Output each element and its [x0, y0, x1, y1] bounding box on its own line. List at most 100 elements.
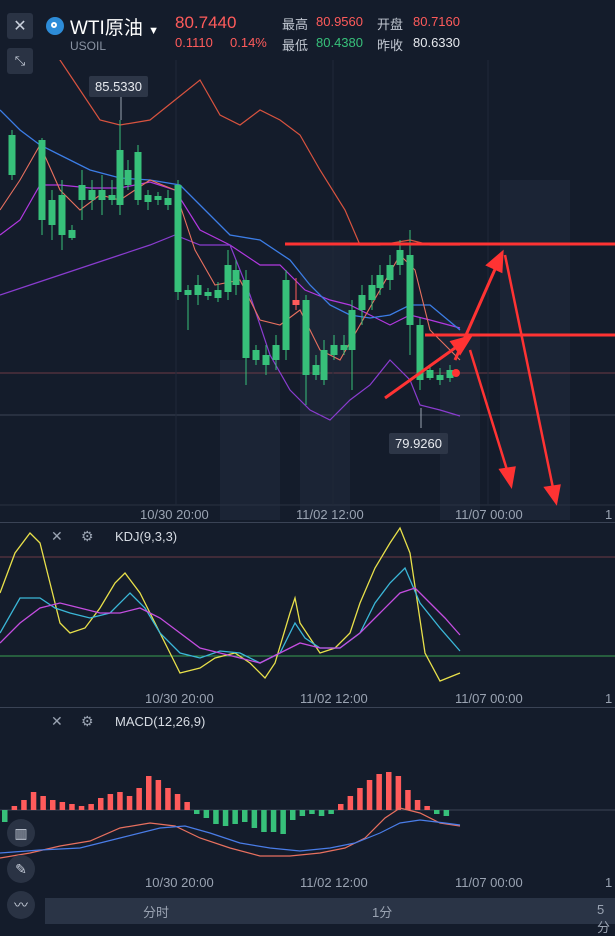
candle-body	[38, 140, 46, 220]
moving-average-blue	[0, 109, 461, 331]
macd-bar	[213, 810, 219, 824]
macd-bar	[443, 810, 450, 816]
macd-bar	[117, 792, 123, 810]
close-kdj-button[interactable]: ✕	[51, 528, 63, 545]
macd-bar	[11, 806, 18, 810]
settings-icon: ⚙	[81, 713, 94, 729]
current-price: 80.7440	[175, 13, 237, 32]
symbol-name: WTI原油	[70, 18, 143, 39]
symbol-logo-icon	[46, 17, 64, 35]
time-tick: 10/30 20:00	[145, 691, 214, 706]
macd-bar	[107, 794, 114, 810]
macd-settings-button[interactable]: ⚙	[81, 713, 94, 730]
time-tick: 11/02 12:00	[300, 691, 368, 706]
candle-body	[292, 300, 300, 305]
candlestick-icon: ▥	[14, 824, 28, 841]
macd-chart[interactable]	[0, 708, 615, 893]
close-macd-button[interactable]: ✕	[51, 713, 63, 730]
macd-bar	[50, 800, 56, 810]
time-tick: 10/30 20:00	[140, 507, 209, 522]
candle-body	[134, 152, 142, 200]
high-value: 80.9560	[316, 14, 363, 29]
candle-body	[154, 196, 162, 200]
chevron-down-icon: ▼	[148, 25, 159, 37]
candle-body	[242, 280, 250, 358]
macd-bar	[366, 780, 373, 810]
kdj-settings-button[interactable]: ⚙	[81, 528, 94, 545]
macd-bar	[136, 788, 142, 810]
candle-body	[406, 255, 414, 325]
candle-body	[98, 190, 106, 200]
macd-bar	[405, 790, 411, 810]
collapse-icon: ⤡	[14, 53, 26, 68]
candle-body	[348, 310, 356, 350]
arrow-line	[503, 254, 555, 489]
candle-body	[330, 345, 338, 355]
candlesticks	[8, 120, 454, 405]
candle-body	[252, 350, 260, 360]
price-change: 0.1110	[175, 35, 213, 50]
macd-bar	[251, 810, 258, 828]
candle-body	[272, 345, 280, 360]
candle-body	[320, 350, 328, 380]
drawing-tool-button[interactable]: ✎	[7, 855, 35, 883]
macd-bar	[299, 810, 306, 816]
time-tick: 11/07 00:00	[455, 875, 523, 890]
max-price-tag: 85.5330	[89, 76, 148, 97]
indicator-icon: 〰	[14, 897, 28, 913]
time-tick: 10/30 20:00	[145, 875, 214, 890]
annotations	[285, 242, 615, 506]
kdj-chart[interactable]	[0, 523, 615, 708]
macd-dif-line	[0, 807, 461, 859]
macd-bar	[194, 810, 200, 814]
indicator-tool-button[interactable]: 〰	[7, 891, 35, 919]
macd-histogram	[2, 772, 450, 834]
tab-5min[interactable]: 5分	[597, 902, 611, 935]
macd-bar	[21, 800, 27, 810]
candle-body	[194, 285, 202, 295]
macd-bar	[242, 810, 248, 822]
candle-body	[164, 198, 172, 205]
time-tick: 11/07 00:00	[455, 691, 523, 706]
prev-close-label: 昨收	[377, 38, 404, 53]
open-value: 80.7160	[413, 14, 460, 29]
low-value: 80.4380	[316, 35, 363, 50]
close-button[interactable]: ✕	[7, 13, 33, 39]
macd-bar	[69, 804, 75, 810]
candle-body	[282, 280, 290, 350]
time-tick: 1	[605, 507, 613, 522]
symbol-selector[interactable]: WTI原油 ▼	[70, 13, 159, 40]
tab-1min[interactable]: 1分	[372, 905, 393, 920]
arrow-line	[468, 349, 509, 471]
candle-body	[416, 325, 424, 380]
collapse-button[interactable]: ⤡	[7, 48, 33, 74]
macd-bar	[174, 794, 181, 810]
macd-bar	[88, 804, 94, 810]
macd-bar	[59, 802, 66, 810]
macd-bar	[98, 798, 104, 810]
tab-minute[interactable]: 分时	[143, 905, 170, 920]
arrowhead	[543, 484, 561, 506]
min-price-tag: 79.9260	[389, 433, 448, 454]
candle-body	[396, 250, 404, 265]
macd-bar	[395, 776, 402, 810]
macd-bar	[424, 806, 430, 810]
kdj-title: KDJ(9,3,3)	[115, 529, 178, 544]
low-label: 最低	[282, 38, 309, 53]
macd-bar	[290, 810, 296, 820]
price-change-percent: 0.14%	[230, 35, 267, 50]
close-icon: ✕	[51, 713, 63, 729]
main-chart[interactable]	[0, 60, 615, 525]
close-icon: ✕	[51, 528, 63, 544]
candlestick-tool-button[interactable]: ▥	[7, 819, 35, 847]
arrowhead	[498, 466, 516, 489]
macd-bar	[357, 788, 363, 810]
candle-body	[368, 285, 376, 300]
arrow-line	[453, 266, 498, 361]
candle-body	[68, 230, 76, 238]
candle-body	[262, 355, 270, 365]
macd-bar	[222, 810, 229, 826]
macd-bar	[280, 810, 286, 834]
macd-bar	[386, 772, 392, 810]
moving-average-orange	[0, 143, 461, 361]
